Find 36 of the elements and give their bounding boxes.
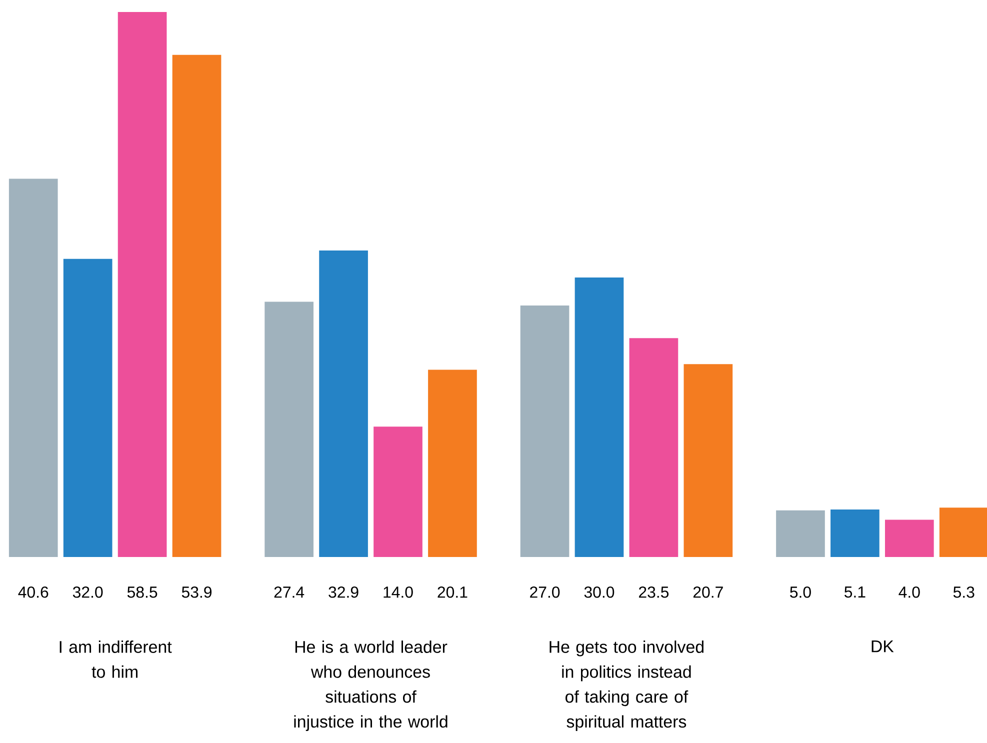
bar [776,510,825,558]
data-label: 5.3 [953,586,974,598]
data-label: 30.0 [584,586,614,598]
data-label: 20.1 [438,586,468,598]
data-label: 32.0 [72,586,103,598]
bar [8,178,58,558]
data-label: 4.0 [898,586,920,598]
x-tick-label: I am indifferent to him [60,640,172,678]
bar [684,364,733,558]
x-tick-label: He gets too involved in politics instead of taking care of spiritual matters [550,640,704,732]
data-label: 27.0 [530,586,560,598]
x-tick-label: He is a world leader who denounces situations of injustice in the world [294,640,448,732]
data-label: 23.5 [638,586,669,598]
data-label: 40.6 [18,586,48,598]
bar [118,12,167,558]
bar [884,520,934,558]
bar [574,278,624,558]
bar [629,338,678,558]
data-label: 5.0 [790,586,811,598]
bar [319,250,368,558]
bar [939,508,987,558]
data-label: 32.9 [328,586,358,598]
x-tick-label: DK [872,640,894,652]
bar [830,509,880,558]
bar [428,370,477,558]
bar [520,305,570,558]
data-label: 20.7 [693,586,723,598]
data-label: 58.5 [127,586,158,598]
bar [264,302,314,558]
data-label: 27.4 [274,586,304,598]
bar [374,426,422,558]
data-label: 53.9 [182,586,212,598]
bar [172,54,222,558]
bar [63,258,112,558]
data-label: 5.1 [844,586,866,598]
data-label: 14.0 [384,586,413,598]
